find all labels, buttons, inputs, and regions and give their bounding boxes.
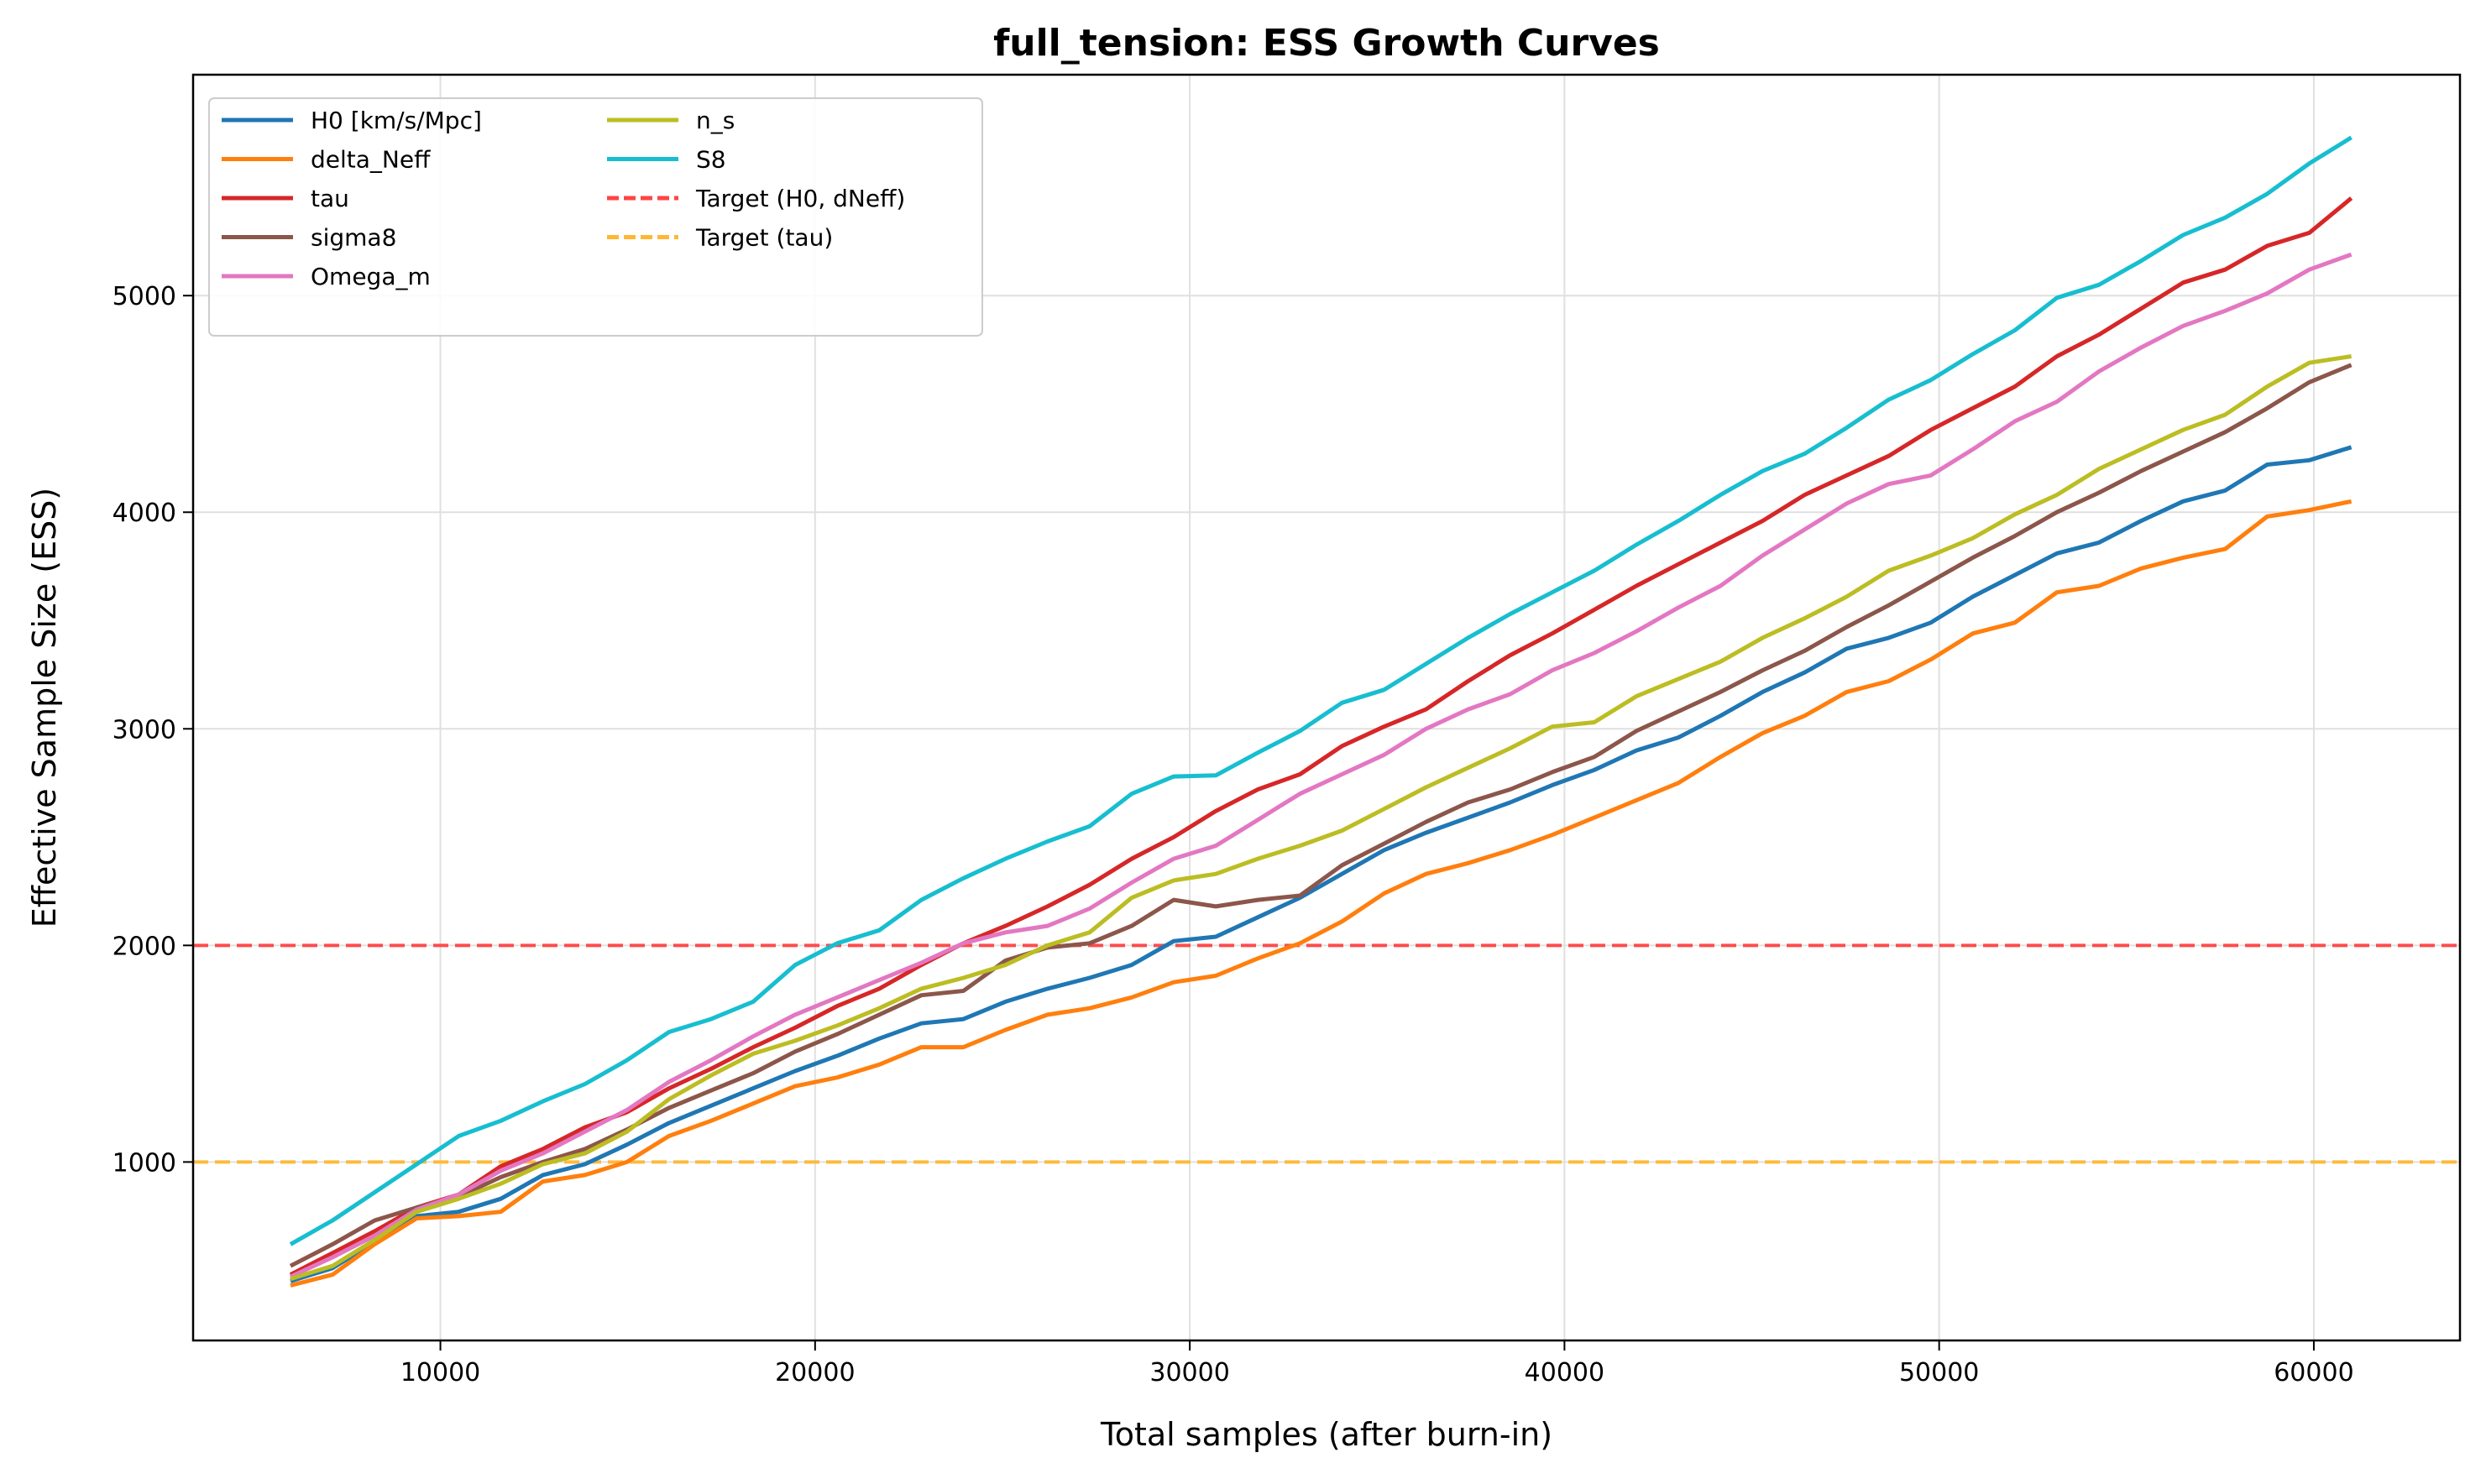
legend-label: Omega_m <box>311 263 431 290</box>
legend-box <box>208 97 983 337</box>
legend-label: n_s <box>696 107 735 134</box>
legend-label: S8 <box>696 146 726 174</box>
chart-title: full_tension: ESS Growth Curves <box>993 22 1660 65</box>
x-axis-label: Total samples (after burn-in) <box>1100 1416 1552 1453</box>
axis-ticks: 10000 20000 30000 40000 50000 60000 1000 2000 30… <box>113 282 2354 1387</box>
x-tick-label: 20000 <box>775 1358 855 1387</box>
y-tick-label: 5000 <box>113 282 176 311</box>
series-line-s8 <box>289 135 2353 1246</box>
legend-label: delta_Neff <box>311 146 431 174</box>
x-tick-label: 60000 <box>2274 1358 2353 1387</box>
y-tick-label: 4000 <box>113 499 176 528</box>
x-tick-label: 40000 <box>1525 1358 1604 1387</box>
legend-label: Target (tau) <box>695 224 833 252</box>
series-line-tau <box>289 196 2353 1277</box>
reference-lines <box>193 943 2460 1164</box>
y-tick-label: 3000 <box>113 715 176 745</box>
series-line-n-s <box>290 354 2352 1282</box>
series-lines <box>289 135 2353 1288</box>
legend-label: H0 [km/s/Mpc] <box>311 107 482 134</box>
y-tick-label: 1000 <box>113 1148 176 1178</box>
x-tick-label: 10000 <box>400 1358 480 1387</box>
y-tick-label: 2000 <box>113 932 176 961</box>
x-tick-label: 30000 <box>1149 1358 1229 1387</box>
legend-label: sigma8 <box>311 224 396 252</box>
plot-frame <box>191 73 2462 1342</box>
legend-label: Target (H0, dNeff) <box>695 185 905 212</box>
y-axis-label: Effective Sample Size (ESS) <box>26 488 63 928</box>
series-line-delta-neff <box>290 499 2353 1288</box>
x-tick-label: 50000 <box>1899 1358 1979 1387</box>
legend-label: tau <box>311 185 349 212</box>
series-line-omega-m <box>289 252 2353 1279</box>
series-line-h0 <box>290 445 2353 1283</box>
